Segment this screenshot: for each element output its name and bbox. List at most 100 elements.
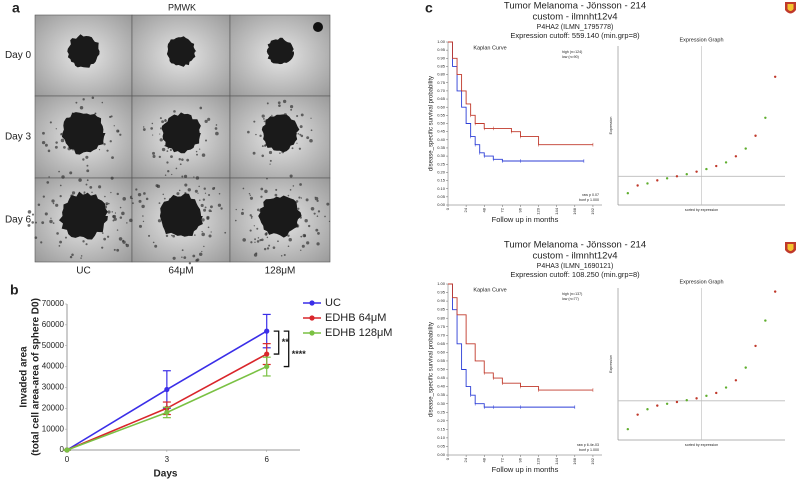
cell-dot — [256, 227, 259, 230]
cell-dot — [262, 118, 265, 120]
cell-dot — [156, 184, 161, 189]
cell-dot — [114, 212, 117, 214]
cell-dot — [122, 197, 126, 201]
cell-dot — [292, 185, 295, 187]
cell-dot — [145, 197, 149, 201]
y-tick-label: 0.70 — [437, 88, 446, 93]
cell-dot — [255, 133, 257, 136]
cell-dot — [306, 241, 310, 245]
x-tick-label: 144 — [554, 457, 559, 464]
cell-dot — [121, 211, 125, 216]
cell-dot — [261, 145, 264, 148]
y-tick-label: 20000 — [42, 403, 65, 412]
significance-bracket — [273, 330, 280, 355]
cell-dot — [50, 217, 52, 219]
cell-dot — [171, 234, 173, 237]
cell-dot — [98, 185, 102, 189]
y-tick-label: 0.55 — [437, 358, 446, 363]
cell-dot — [289, 174, 293, 178]
cell-dot — [203, 208, 207, 212]
cell-dot — [204, 206, 207, 209]
cell-dot — [142, 220, 145, 223]
cell-dot — [61, 175, 65, 179]
y-tick-label: 0.10 — [437, 435, 446, 440]
cell-dot — [55, 128, 57, 130]
cell-dot — [154, 244, 158, 248]
plot-title: Expression Graph — [679, 37, 723, 43]
legend-label: low (n=90) — [562, 55, 579, 59]
cell-dot — [159, 117, 162, 120]
y-tick-label: 70000 — [42, 299, 65, 308]
cell-dot — [271, 114, 273, 117]
cell-dot — [266, 236, 269, 239]
cell-dot — [299, 183, 302, 186]
header-cutoff: Expression cutoff: 559.140 (min.grp=8) — [510, 31, 640, 40]
y-tick-label: 0.65 — [437, 341, 446, 346]
cell-dot — [215, 124, 218, 126]
y-tick-label: 0.15 — [437, 178, 446, 183]
cell-dot — [310, 117, 312, 119]
cell-dot — [51, 199, 55, 203]
cell-dot — [52, 222, 55, 224]
cell-dot — [241, 208, 244, 211]
data-point — [264, 363, 270, 370]
y-tick-label: 0.45 — [437, 129, 446, 134]
cell-dot — [60, 133, 63, 136]
y-tick-label: 0.60 — [437, 349, 446, 354]
x-axis-label: Follow up in months — [492, 465, 559, 474]
y-tick-label: 0.20 — [437, 418, 446, 423]
cell-dot — [159, 133, 161, 135]
cell-dot — [172, 234, 176, 238]
cell-dot — [37, 203, 41, 206]
cell-dot — [47, 149, 51, 153]
cell-dot — [85, 183, 88, 186]
cell-dot — [264, 189, 268, 194]
cell-dot — [107, 202, 110, 205]
cell-dot — [118, 237, 123, 241]
cell-dot — [105, 202, 109, 206]
cell-dot — [192, 254, 196, 258]
cell-dot — [132, 202, 134, 205]
spheroid — [258, 195, 302, 238]
cell-dot — [306, 136, 310, 140]
debris — [313, 22, 323, 32]
cell-dot — [27, 223, 31, 227]
cell-dot — [110, 176, 114, 180]
y-tick-label: 0.05 — [437, 194, 446, 199]
cell-dot — [161, 147, 166, 152]
cell-dot — [179, 163, 182, 166]
cell-dot — [207, 226, 210, 229]
cell-dot — [297, 207, 300, 210]
cell-dot — [199, 199, 201, 202]
cell-dot — [117, 130, 120, 132]
spheroid — [59, 191, 108, 240]
cell-dot — [103, 143, 106, 146]
cell-dot — [205, 139, 208, 142]
data-point — [754, 344, 757, 348]
panel-label: b — [10, 282, 19, 298]
cell-dot — [208, 193, 211, 197]
cell-dot — [31, 221, 34, 224]
y-axis-label: (total cell area-area of sphere D0) — [31, 298, 42, 456]
data-point — [715, 164, 718, 168]
cell-dot — [305, 198, 309, 202]
cell-dot — [280, 254, 283, 257]
cell-dot — [109, 140, 112, 143]
cell-dot — [116, 248, 120, 252]
cell-dot — [163, 197, 166, 200]
cell-dot — [106, 235, 110, 238]
y-tick-label: 0.55 — [437, 112, 446, 117]
cell-dot — [263, 247, 267, 251]
cell-dot — [256, 240, 260, 243]
x-tick-label: 0 — [445, 207, 450, 210]
cell-dot — [210, 205, 213, 209]
cell-dot — [296, 114, 299, 118]
cell-dot — [79, 106, 84, 110]
cell-dot — [200, 203, 204, 208]
cell-dot — [131, 197, 133, 200]
cell-dot — [269, 163, 271, 165]
cell-dot — [296, 142, 298, 144]
header-probe: P4HA3 (ILMN_1690121) — [537, 263, 614, 270]
cell-dot — [75, 101, 78, 104]
y-tick-label: 30000 — [42, 383, 65, 392]
